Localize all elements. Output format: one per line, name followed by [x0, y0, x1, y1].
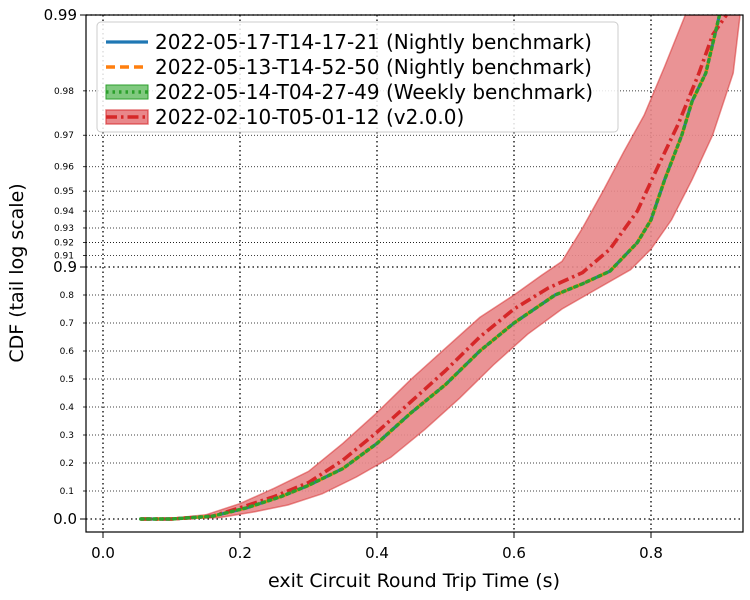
y-minor-tick-label: 0.93 — [54, 224, 74, 234]
x-tick-label: 0.8 — [639, 544, 663, 562]
legend: 2022-05-17-T14-17-21 (Nightly benchmark)… — [96, 21, 619, 133]
y-minor-tick-label: 0.3 — [60, 431, 74, 441]
y-minor-tick-label: 0.98 — [54, 87, 74, 97]
legend-label-3: 2022-02-10-T05-01-12 (v2.0.0) — [155, 105, 464, 129]
y-minor-tick-label: 0.2 — [60, 459, 74, 469]
x-tick-label: 0.2 — [228, 544, 252, 562]
y-minor-tick-label: 0.4 — [60, 403, 75, 413]
series-layer — [139, 15, 728, 521]
y-axis-label: CDF (tail log scale) — [6, 183, 28, 362]
series-line-2 — [139, 15, 722, 521]
y-minor-tick-label: 0.97 — [54, 131, 74, 141]
x-axis-label: exit Circuit Round Trip Time (s) — [268, 570, 560, 592]
y-minor-tick-label: 0.96 — [54, 163, 74, 173]
legend-label-1: 2022-05-13-T14-52-50 (Nightly benchmark) — [155, 55, 592, 79]
series-line-3 — [140, 15, 728, 521]
y-minor-tick-label: 0.92 — [54, 239, 74, 249]
x-tick-label: 0.0 — [91, 544, 115, 562]
y-minor-tick-label: 0.8 — [60, 291, 75, 301]
y-minor-tick-label: 0.94 — [54, 207, 74, 217]
y-major-tick-label: 0.9 — [53, 258, 77, 276]
axis-ticks: 0.0 0.2 0.4 0.6 0.8 0.0 0.9 0.99 0.1 0.2 0.3 0.4 0.5… — [44, 6, 663, 562]
y-minor-tick-label: 0.95 — [54, 187, 74, 197]
legend-label-0: 2022-05-17-T14-17-21 (Nightly benchmark) — [155, 30, 592, 54]
legend-label-2: 2022-05-14-T04-27-49 (Weekly benchmark) — [155, 80, 593, 104]
x-tick-label: 0.4 — [365, 544, 389, 562]
x-tick-label: 0.6 — [502, 544, 526, 562]
plot-frame — [85, 14, 744, 533]
y-major-tick-label: 0.99 — [44, 6, 77, 24]
y-minor-tick-label: 0.6 — [60, 347, 75, 357]
y-minor-tick-label: 0.7 — [60, 319, 74, 329]
confidence-band-layer — [140, 15, 741, 520]
series-3-confidence-band — [140, 15, 741, 520]
y-minor-tick-label: 0.1 — [60, 487, 74, 497]
y-major-tick-label: 0.0 — [53, 510, 77, 528]
legend-box — [96, 21, 619, 133]
y-minor-tick-label: 0.91 — [54, 251, 74, 261]
y-minor-tick-label: 0.5 — [60, 375, 74, 385]
